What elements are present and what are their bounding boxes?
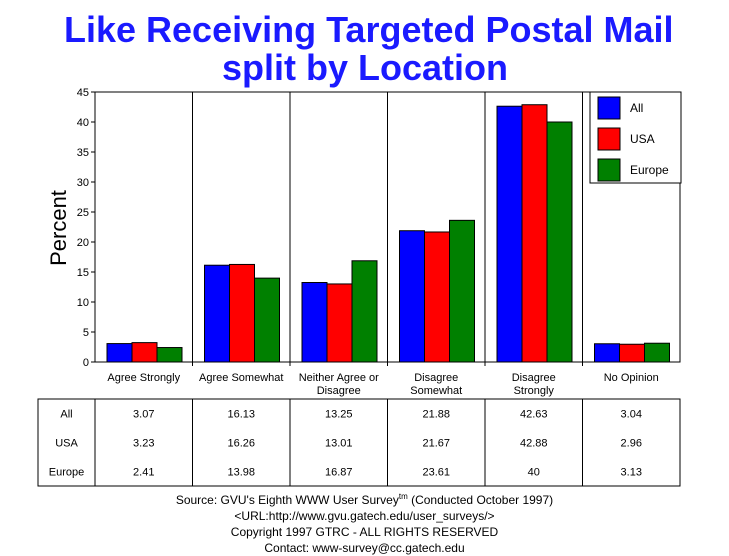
y-tick-label: 20 — [77, 237, 89, 249]
chart-footer: Source: GVU's Eighth WWW User Surveytm (… — [0, 489, 729, 556]
bar-europe — [644, 342, 670, 363]
bar-all — [496, 105, 523, 363]
table-cell: 3.13 — [621, 467, 642, 479]
legend-swatch-europe — [597, 158, 621, 182]
table-cell: 13.01 — [325, 438, 353, 450]
bar-europe — [156, 347, 183, 363]
legend: All USA Europe — [589, 91, 682, 184]
y-tick-label: 0 — [83, 357, 89, 369]
legend-swatch-usa — [597, 127, 621, 151]
y-tick-label: 40 — [77, 117, 89, 129]
contact-text: Contact: www-survey@cc.gatech.edu — [264, 541, 465, 555]
table-row-header: All — [60, 409, 72, 421]
table-cell: 42.88 — [520, 438, 548, 450]
x-tick-label: Neither Agree or — [299, 372, 379, 384]
plot-area: 0 5 10 15 20 25 30 35 40 45 Agree Strongly Agree So… — [77, 87, 681, 397]
table-cell: 3.04 — [621, 409, 642, 421]
source-tm: tm — [398, 492, 408, 501]
y-tick-label: 35 — [77, 147, 89, 159]
table-cell: 21.88 — [422, 409, 450, 421]
table-cell: 2.41 — [133, 467, 154, 479]
bar-europe — [351, 260, 378, 363]
source-line: Source: GVU's Eighth WWW User Surveytm (… — [0, 489, 729, 508]
table-cell: 16.13 — [227, 409, 255, 421]
copyright-text: Copyright 1997 GTRC - ALL RIGHTS RESERVE… — [230, 525, 499, 539]
legend-swatch-all — [597, 96, 621, 120]
bar-usa — [229, 263, 255, 363]
legend-label-all: All — [630, 101, 643, 115]
table-cell: 42.63 — [520, 409, 548, 421]
y-tick-label: 15 — [77, 267, 89, 279]
legend-label-usa: USA — [630, 132, 655, 146]
x-tick-label: Disagree — [414, 372, 458, 384]
x-tick-label: Somewhat — [410, 385, 462, 397]
bar-europe — [449, 219, 475, 363]
x-tick-label: No Opinion — [604, 372, 659, 384]
x-tick-label: Disagree — [317, 385, 361, 397]
bar-europe — [254, 277, 280, 363]
chart-title-line-2: split by Location — [222, 47, 509, 88]
table-cell: 40 — [528, 467, 540, 479]
table-cell: 2.96 — [621, 438, 642, 450]
y-tick-label: 5 — [83, 327, 89, 339]
y-tick-label: 30 — [77, 177, 89, 189]
bar-usa — [131, 342, 158, 363]
legend-label-europe: Europe — [630, 163, 669, 177]
bar-usa — [521, 104, 548, 363]
data-table: All 3.07 16.13 13.25 21.88 42.63 3.04 USA 3.23 16… — [37, 398, 681, 487]
table-cell: 13.98 — [227, 467, 255, 479]
bar-all — [594, 343, 620, 363]
bar-chart: 0 5 10 15 20 25 30 35 40 45 Agree Strongly Agree So… — [37, 87, 682, 487]
y-tick-label: 45 — [77, 87, 89, 99]
table-cell: 16.26 — [227, 438, 255, 450]
table-cell: 21.67 — [422, 438, 450, 450]
bar-usa — [619, 343, 645, 363]
x-tick-label: Agree Somewhat — [199, 372, 283, 384]
bar-usa — [326, 283, 353, 363]
table-cell: 13.25 — [325, 409, 353, 421]
table-cell: 16.87 — [325, 467, 353, 479]
table-cell: 3.07 — [133, 409, 154, 421]
table-row-header: USA — [55, 438, 78, 450]
source-url: <URL:http://www.gvu.gatech.edu/user_surv… — [234, 509, 495, 523]
bar-all — [106, 343, 133, 363]
chart-title-line-1: Like Receiving Targeted Postal Mail — [64, 9, 674, 50]
table-frame — [37, 398, 681, 487]
bar-all — [399, 230, 425, 363]
bar-all — [204, 264, 230, 363]
table-row-header: Europe — [49, 467, 84, 479]
x-tick-label: Strongly — [514, 385, 555, 397]
y-axis-label-group: Percent — [46, 190, 71, 266]
bar-usa — [424, 231, 450, 363]
y-axis-label: Percent — [46, 190, 71, 266]
x-tick-label: Disagree — [512, 372, 556, 384]
x-tick-label: Agree Strongly — [107, 372, 180, 384]
table-cell: 23.61 — [422, 467, 450, 479]
table-cell: 3.23 — [133, 438, 154, 450]
y-tick-label: 10 — [77, 297, 89, 309]
bar-all — [301, 282, 328, 363]
source-suffix: (Conducted October 1997) — [407, 493, 554, 507]
source-prefix: Source: GVU's Eighth WWW User Survey — [175, 493, 399, 507]
y-tick-label: 25 — [77, 207, 89, 219]
bar-europe — [546, 121, 573, 363]
